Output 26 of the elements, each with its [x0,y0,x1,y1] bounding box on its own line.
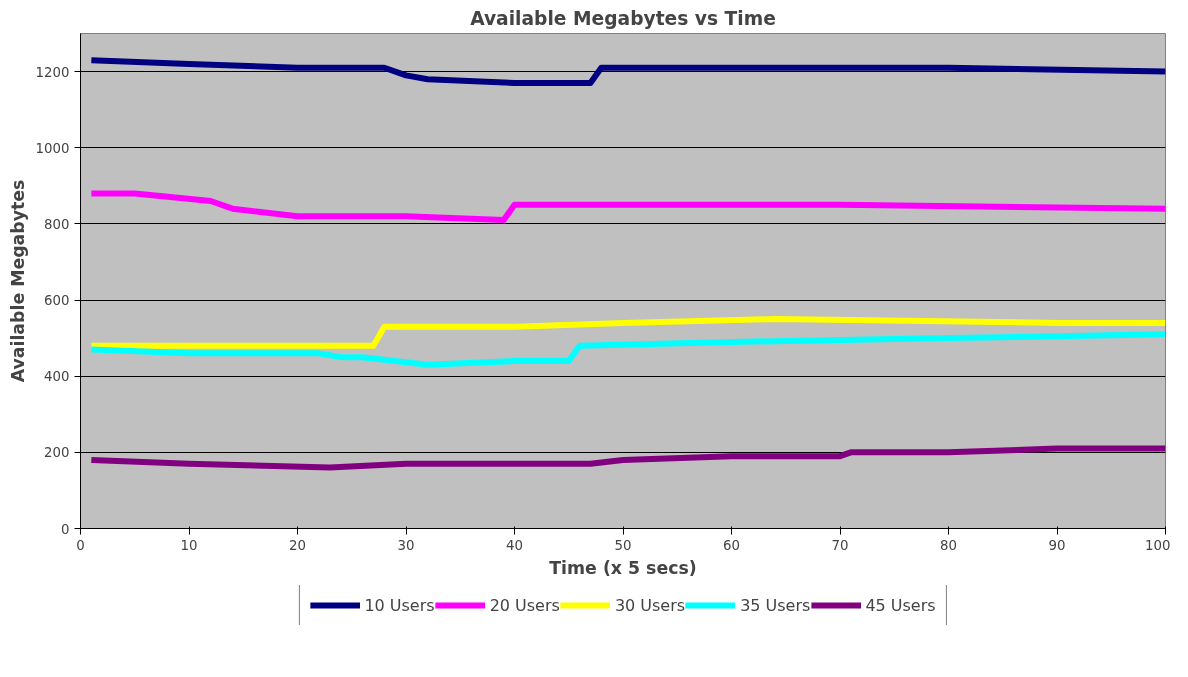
x-tick-label: 90 [1048,537,1066,553]
legend-label: 35 Users [740,595,811,615]
x-tick-label: 30 [397,537,415,553]
x-axis-title: Time (x 5 secs) [549,557,697,578]
legend-label: 20 Users [489,595,560,615]
chart-title: Available Megabytes vs Time [470,7,776,29]
legend-label: 30 Users [614,595,686,615]
y-tick-label: 600 [44,293,70,309]
y-tick-label: 1000 [35,140,70,156]
y-tick-label: 200 [44,445,70,461]
y-tick-label: 1200 [35,64,70,80]
x-tick-label: 60 [723,537,740,553]
x-tick-label: 0 [76,537,85,553]
x-tick-label: 40 [506,537,523,553]
x-tick-label: 20 [289,537,306,553]
x-tick-label: 50 [614,537,632,553]
x-tick-label: 100 [1145,537,1171,553]
x-tick-label: 70 [831,537,849,553]
y-tick-label: 400 [44,369,70,385]
x-tick-label: 80 [940,537,957,553]
y-axis-title: Available Megabytes [7,179,28,383]
legend-label: 10 Users [364,595,435,615]
y-tick-label: 800 [44,216,70,232]
y-tick-label: 0 [61,521,70,537]
legend-label: 45 Users [865,595,936,615]
x-tick-label: 10 [180,537,198,553]
